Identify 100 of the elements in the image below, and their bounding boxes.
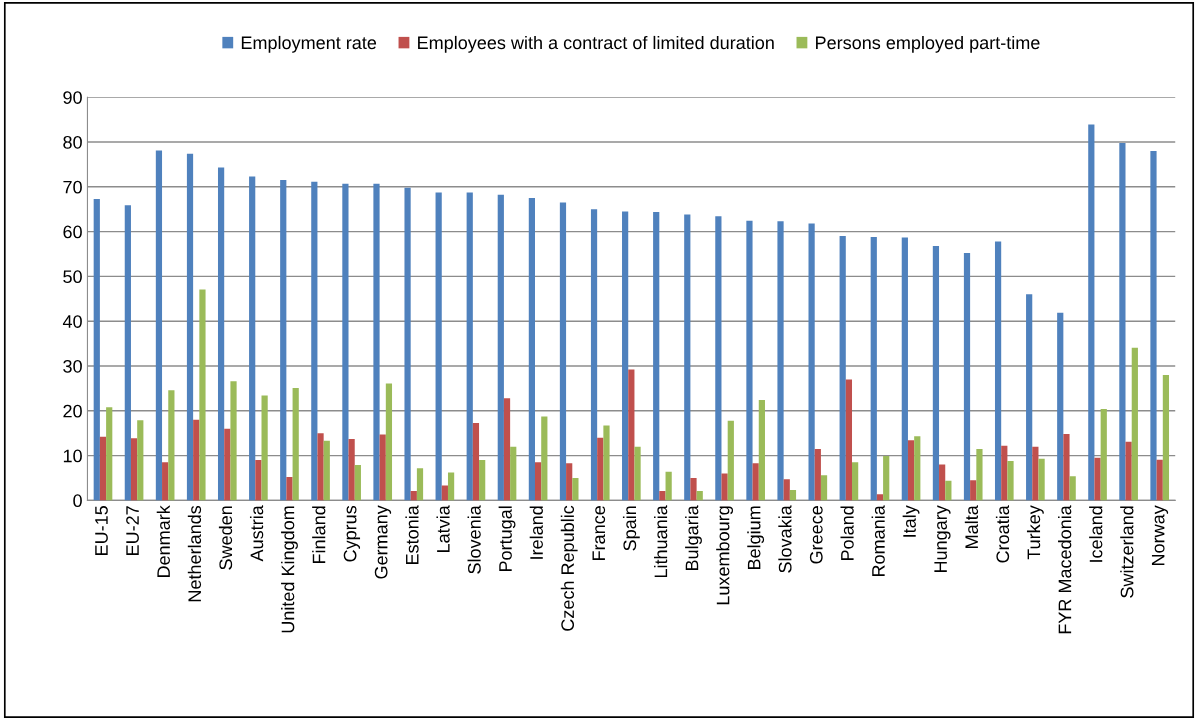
x-tick-label: Iceland [1089,506,1103,562]
bar [696,490,703,501]
bar [603,425,610,501]
bar [106,407,113,501]
y-tick-label: 40 [62,315,82,328]
bar [261,395,268,501]
bar [945,480,952,501]
bar [1026,294,1033,501]
bar [653,211,660,501]
bar [1063,434,1070,501]
bar [535,462,542,501]
x-tick-label: Lithuania [654,505,668,578]
x-tick-label: United Kingdom [281,506,298,633]
bar [914,436,921,501]
bar [572,478,579,501]
x-tick-label: Croatia [995,505,1010,563]
y-tick-label: 80 [63,135,82,149]
bar [839,236,846,501]
y-tick-label: 10 [63,449,82,463]
y-tick-label: 30 [63,359,82,373]
x-tick-label: Switzerland [1120,506,1134,598]
bar [746,220,753,501]
bar [130,438,138,501]
bar [1162,374,1170,501]
x-tick-label: Germany [374,505,392,579]
bar [758,400,765,501]
bar [217,167,225,501]
bar [634,446,641,501]
x-tick-label: Austria [249,505,264,562]
bar [721,473,728,501]
bar [808,223,815,501]
x-tick-label: Belgium [747,506,765,570]
x-tick-label: Latvia [436,505,450,552]
bar [970,480,977,501]
bar [1156,459,1163,501]
x-tick-label: Hungary [934,505,951,573]
bar [814,448,821,501]
bar [852,462,859,501]
x-tick-label: Norway [1151,505,1169,565]
x-tick-label: Denmark [156,505,170,578]
bar [528,198,535,501]
bar [99,436,107,501]
bar [510,446,517,501]
legend-label: Employment rate [241,35,377,53]
bar [783,479,790,501]
x-tick-label: Spain [622,506,640,551]
bar [566,463,573,501]
bar [379,434,386,501]
bar [1032,446,1039,501]
bar [1100,409,1107,501]
x-tick-label: Greece [809,506,823,564]
y-tick-label: 20 [63,404,82,418]
bar [342,183,349,501]
bar [317,433,324,501]
bar [1007,460,1014,501]
bar [789,490,797,501]
bar [280,180,287,501]
bar [497,194,504,501]
bar [1038,458,1045,501]
x-tick-label: Sweden [218,506,233,570]
bar [690,478,697,501]
bar [976,448,983,501]
bar [1125,441,1132,501]
bar [907,440,915,501]
bar [820,475,828,501]
bar [255,460,262,501]
x-tick-label: Turkey [1026,505,1044,560]
bar [622,211,629,501]
bar [466,192,473,501]
bar [479,460,486,501]
bar [939,464,946,501]
bar [1001,445,1008,501]
bar [224,428,231,501]
y-tick-label: 90 [63,91,82,104]
bar [665,471,672,501]
x-tick-label: FYR Macedonia [1058,505,1072,634]
bar [168,390,175,501]
bar [292,387,299,501]
bar [684,214,691,501]
bar [230,381,237,501]
bar [124,205,131,501]
bar [1131,347,1138,501]
bar [435,192,442,501]
bar [659,490,666,501]
bar [994,241,1002,501]
x-tick-label: Malta [964,505,979,548]
bar [503,398,511,501]
bar [193,419,200,501]
bar [186,153,194,501]
x-tick-label: Luxembourg [716,506,733,605]
x-tick-label: Poland [840,506,854,560]
bar [932,245,940,501]
bar [628,369,635,501]
bar [752,463,759,501]
bar [385,383,393,501]
x-tick-label: Romania [871,505,885,577]
bar [1119,142,1126,501]
bar [870,236,877,501]
bar [1094,457,1101,501]
y-tick-label: 70 [63,180,82,194]
